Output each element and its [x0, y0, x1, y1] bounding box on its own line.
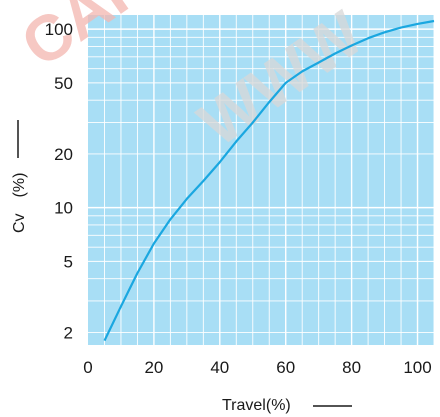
y-tick-label: 50 — [54, 74, 73, 93]
y-tick-label: 10 — [54, 199, 73, 218]
y-tick-labels: 2 5 10 20 50 100 — [45, 20, 73, 342]
x-tick-label: 0 — [83, 358, 92, 377]
plot-background — [88, 15, 434, 345]
x-tick-label: 60 — [276, 358, 295, 377]
grid-lines — [88, 15, 435, 345]
y-tick-label: 2 — [64, 323, 73, 342]
x-tick-labels: 0 20 40 60 80 100 — [83, 358, 431, 377]
x-axis-label: Travel(%) — [222, 397, 291, 414]
x-tick-label: 40 — [210, 358, 229, 377]
series-line — [103, 19, 435, 342]
y-axis-label: Cv (%) — [11, 173, 28, 233]
x-tick-label: 100 — [403, 358, 431, 377]
x-tick-label: 20 — [144, 358, 163, 377]
y-tick-label: 100 — [45, 20, 73, 39]
y-tick-label: 5 — [64, 252, 73, 271]
x-tick-label: 80 — [342, 358, 361, 377]
y-tick-label: 20 — [54, 145, 73, 164]
